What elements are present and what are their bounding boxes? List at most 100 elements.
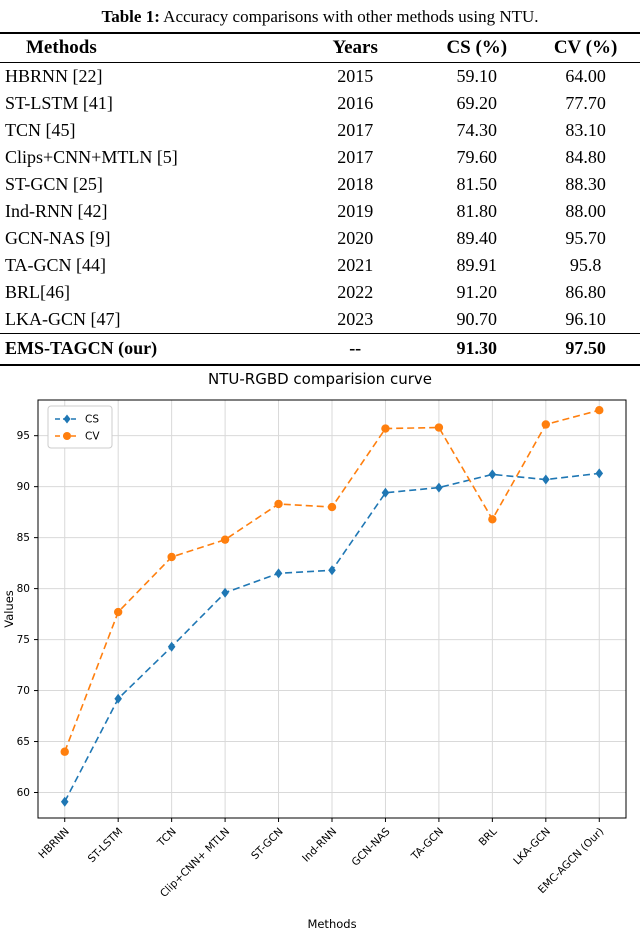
table-row: Clips+CNN+MTLN [5] 2017 79.60 84.80 [0,144,640,171]
cv-cell: 84.80 [565,147,606,167]
cv-marker [541,420,551,429]
y-axis-label: Values [2,590,16,628]
x-tick-label: TCN [155,826,179,850]
table-row: ST-LSTM [41] 2016 69.20 77.70 [0,90,640,117]
x-tick-label: ST-GCN [249,826,286,863]
year-cell: 2021 [337,255,374,275]
year-cell: 2016 [337,93,374,113]
x-tick-label: HBRNN [36,826,71,861]
cv-cell: 96.10 [565,309,606,329]
cs-marker [167,641,176,652]
legend-label: CS [85,414,99,426]
cv-marker [381,424,390,433]
table-body: HBRNN [22] 2015 59.10 64.00 ST-LSTM [41] 2016… [0,63,640,365]
cs-cell: 59.10 [456,66,498,86]
table-caption-text: Accuracy comparisons with other methods … [159,7,539,26]
cv-cell: 88.00 [565,201,606,221]
year-cell: 2023 [337,309,374,329]
cs-marker [274,568,283,579]
cs-cell: 91.30 [422,333,532,365]
cs-marker [114,693,122,704]
legend-label: CV [85,431,100,443]
year-cell: 2017 [337,147,374,167]
year-cell: -- [288,333,423,365]
method-cell: ST-GCN [25] [5,174,103,194]
y-tick-label: 70 [17,685,30,697]
x-tick-label: TA-GCN [409,826,447,864]
year-cell: 2020 [337,228,374,248]
y-tick-label: 75 [17,634,30,646]
cs-marker [595,468,604,479]
table-row: LKA-GCN [47] 2023 90.70 96.10 [0,306,640,334]
table-row: Ind-RNN [42] 2019 81.80 88.00 [0,198,640,225]
cv-cell: 86.80 [565,282,606,302]
cs-cell: 89.91 [456,255,498,275]
cv-marker [167,552,176,562]
cs-marker [435,482,443,493]
y-tick-label: 85 [17,532,30,544]
x-tick-label: GCN-NAS [350,825,393,868]
table-caption-label: Table 1: [101,7,160,26]
method-cell: GCN-NAS [9] [5,228,111,248]
cv-cell: 97.50 [531,333,640,365]
method-cell: Ind-RNN [42] [5,201,108,221]
cs-cell: 91.20 [456,282,498,302]
method-cell: EMS-TAGCN (our) [0,333,288,365]
col-header-cv: CV (%) [531,33,640,63]
legend-box [47,405,113,449]
x-tick-label: ST-LSTM [86,826,126,866]
table-row: ST-GCN [25] 2018 81.50 88.30 [0,171,640,198]
col-header-years: Years [288,33,423,63]
legend-marker [63,432,71,440]
x-tick-label: BRL [477,826,500,849]
col-header-cs: CS (%) [422,33,532,63]
cv-cell: 77.70 [565,93,606,113]
y-tick-label: 60 [17,787,30,799]
cs-marker [328,565,336,576]
cv-marker [488,515,497,524]
cv-cell: 64.00 [565,66,606,86]
cs-marker [488,469,497,480]
cs-cell: 79.60 [456,147,498,167]
table-row: TA-GCN [44] 2021 89.91 95.8 [0,252,640,279]
method-cell: BRL[46] [5,282,70,302]
cv-marker [113,607,123,617]
method-cell: Clips+CNN+MTLN [5] [5,147,178,167]
x-axis-label: Methods [307,917,356,931]
cs-cell: 74.30 [456,120,498,140]
method-cell: TA-GCN [44] [5,255,107,275]
cs-marker [542,474,550,485]
year-cell: 2018 [337,174,374,194]
cv-cell: 88.30 [565,174,606,194]
method-cell: TCN [45] [5,120,76,140]
cs-marker [381,487,390,498]
table-row: EMS-TAGCN (our) -- 91.30 97.50 [0,333,640,365]
method-cell: LKA-GCN [47] [5,309,121,329]
chart-figure: NTU-RGBD comparision curve 60 65 70 75 80 85 9… [0,370,640,947]
table-header: Methods Years CS (%) CV (%) [0,33,640,63]
accuracy-table: Methods Years CS (%) CV (%) HBRNN [22] 20… [0,32,640,366]
table-row: HBRNN [22] 2015 59.10 64.00 [0,63,640,91]
x-tick-label: Ind-RNN [300,826,339,865]
cv-marker [274,499,283,509]
table-row: TCN [45] 2017 74.30 83.10 [0,117,640,144]
legend-marker [63,414,71,424]
table-row: GCN-NAS [9] 2020 89.40 95.70 [0,225,640,252]
cv-marker [327,502,337,512]
y-tick-label: 95 [17,430,30,442]
x-tick-label: LKA-GCN [511,826,553,868]
cs-cell: 69.20 [456,93,498,113]
cv-marker [60,747,69,756]
chart-title: NTU-RGBD comparision curve [208,370,432,388]
table-row: BRL[46] 2022 91.20 86.80 [0,279,640,306]
cv-cell: 83.10 [565,120,606,140]
cv-marker [595,405,604,415]
y-tick-label: 65 [17,736,30,748]
year-cell: 2019 [337,201,374,221]
cs-cell: 81.80 [456,201,498,221]
cs-cell: 89.40 [456,228,498,248]
col-header-methods: Methods [0,33,288,63]
cs-marker [221,587,229,598]
cs-cell: 90.70 [456,309,498,329]
